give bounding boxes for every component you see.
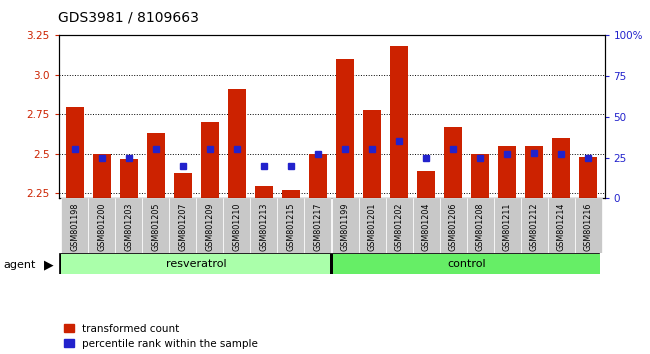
Text: GSM801208: GSM801208 — [476, 202, 485, 251]
Bar — [88, 198, 115, 253]
Bar — [304, 198, 332, 253]
Bar — [417, 171, 435, 198]
Bar — [363, 110, 381, 198]
Text: ▶: ▶ — [44, 258, 54, 271]
Text: agent: agent — [3, 260, 36, 270]
Bar — [282, 190, 300, 198]
Text: GSM801205: GSM801205 — [151, 202, 161, 251]
Text: GSM801212: GSM801212 — [530, 202, 539, 251]
Text: GSM801217: GSM801217 — [313, 202, 322, 251]
Bar — [93, 154, 110, 198]
Bar — [499, 146, 516, 198]
Text: GSM801199: GSM801199 — [341, 202, 350, 251]
Bar — [471, 154, 489, 198]
Text: GSM801216: GSM801216 — [584, 202, 593, 251]
Text: GSM801213: GSM801213 — [259, 202, 268, 251]
Text: resveratrol: resveratrol — [166, 259, 227, 269]
Text: GDS3981 / 8109663: GDS3981 / 8109663 — [58, 11, 200, 25]
Text: GSM801215: GSM801215 — [287, 202, 296, 251]
Text: GSM801207: GSM801207 — [178, 202, 187, 251]
Bar — [169, 198, 196, 253]
Bar — [385, 198, 413, 253]
Bar — [115, 198, 142, 253]
Bar — [390, 46, 408, 198]
Bar — [142, 198, 169, 253]
Bar — [250, 198, 278, 253]
Text: GSM801209: GSM801209 — [205, 202, 214, 251]
Text: GSM801211: GSM801211 — [502, 202, 512, 251]
Bar — [525, 146, 543, 198]
Text: GSM801210: GSM801210 — [233, 202, 241, 251]
Bar — [201, 122, 218, 198]
Bar — [120, 159, 138, 198]
Text: GSM801198: GSM801198 — [70, 202, 79, 251]
Text: GSM801203: GSM801203 — [124, 202, 133, 251]
Bar — [336, 59, 354, 198]
Text: GSM801204: GSM801204 — [422, 202, 430, 251]
Bar — [494, 198, 521, 253]
Bar — [521, 198, 548, 253]
Bar — [174, 173, 192, 198]
Bar — [147, 133, 164, 198]
Bar — [552, 138, 570, 198]
Bar — [61, 198, 88, 253]
Bar — [575, 198, 602, 253]
Bar — [224, 198, 250, 253]
Text: GSM801214: GSM801214 — [557, 202, 566, 251]
Bar — [228, 89, 246, 198]
Text: GSM801202: GSM801202 — [395, 202, 404, 251]
Bar — [196, 198, 224, 253]
Text: control: control — [447, 259, 486, 269]
Text: GSM801200: GSM801200 — [98, 202, 106, 251]
Legend: transformed count, percentile rank within the sample: transformed count, percentile rank withi… — [64, 324, 258, 349]
Text: GSM801206: GSM801206 — [448, 202, 458, 251]
Bar — [66, 107, 83, 198]
Bar — [278, 198, 304, 253]
Bar — [548, 198, 575, 253]
Bar — [255, 185, 273, 198]
Bar — [413, 198, 439, 253]
Bar — [309, 154, 327, 198]
Bar — [359, 198, 385, 253]
Bar — [580, 157, 597, 198]
Bar — [332, 198, 359, 253]
Bar — [333, 253, 601, 274]
Text: GSM801201: GSM801201 — [367, 202, 376, 251]
Bar — [445, 127, 462, 198]
Bar — [467, 198, 494, 253]
Bar — [439, 198, 467, 253]
Bar — [61, 253, 330, 274]
